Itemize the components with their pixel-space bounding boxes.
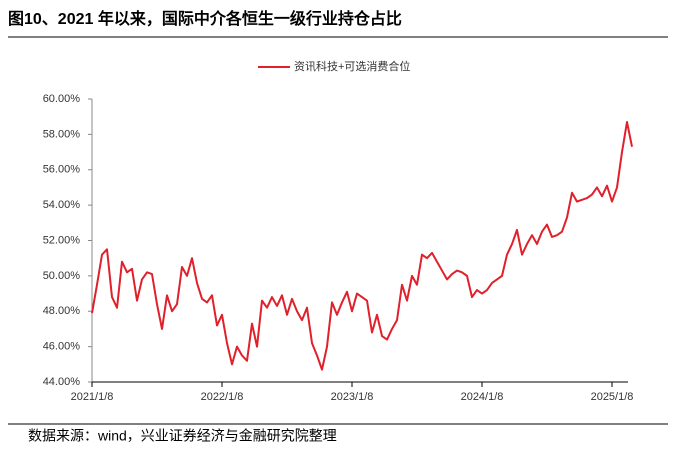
chart-title: 图10、2021 年以来，国际中介各恒生一级行业持仓占比 [8,9,402,28]
y-tick-label: 56.00% [43,164,81,176]
y-tick-label: 52.00% [43,234,81,246]
x-tick-label: 2024/1/8 [461,391,504,403]
series-line [91,120,633,371]
y-tick-label: 54.00% [43,199,81,211]
y-tick-label: 60.00% [43,93,81,105]
y-tick-label: 58.00% [43,128,81,140]
y-tick-label: 48.00% [43,305,81,317]
source-note: 数据来源：wind，兴业证券经济与金融研究院整理 [28,428,337,444]
legend-label: 资讯科技+可选消费合位 [294,59,410,73]
y-tick-label: 50.00% [43,270,81,282]
x-tick-label: 2023/1/8 [331,391,374,403]
x-tick-label: 2025/1/8 [591,391,634,403]
x-tick-label: 2022/1/8 [201,391,244,403]
y-tick-label: 46.00% [43,341,81,353]
y-tick-label: 44.00% [43,376,81,388]
x-tick-label: 2021/1/8 [71,391,114,403]
